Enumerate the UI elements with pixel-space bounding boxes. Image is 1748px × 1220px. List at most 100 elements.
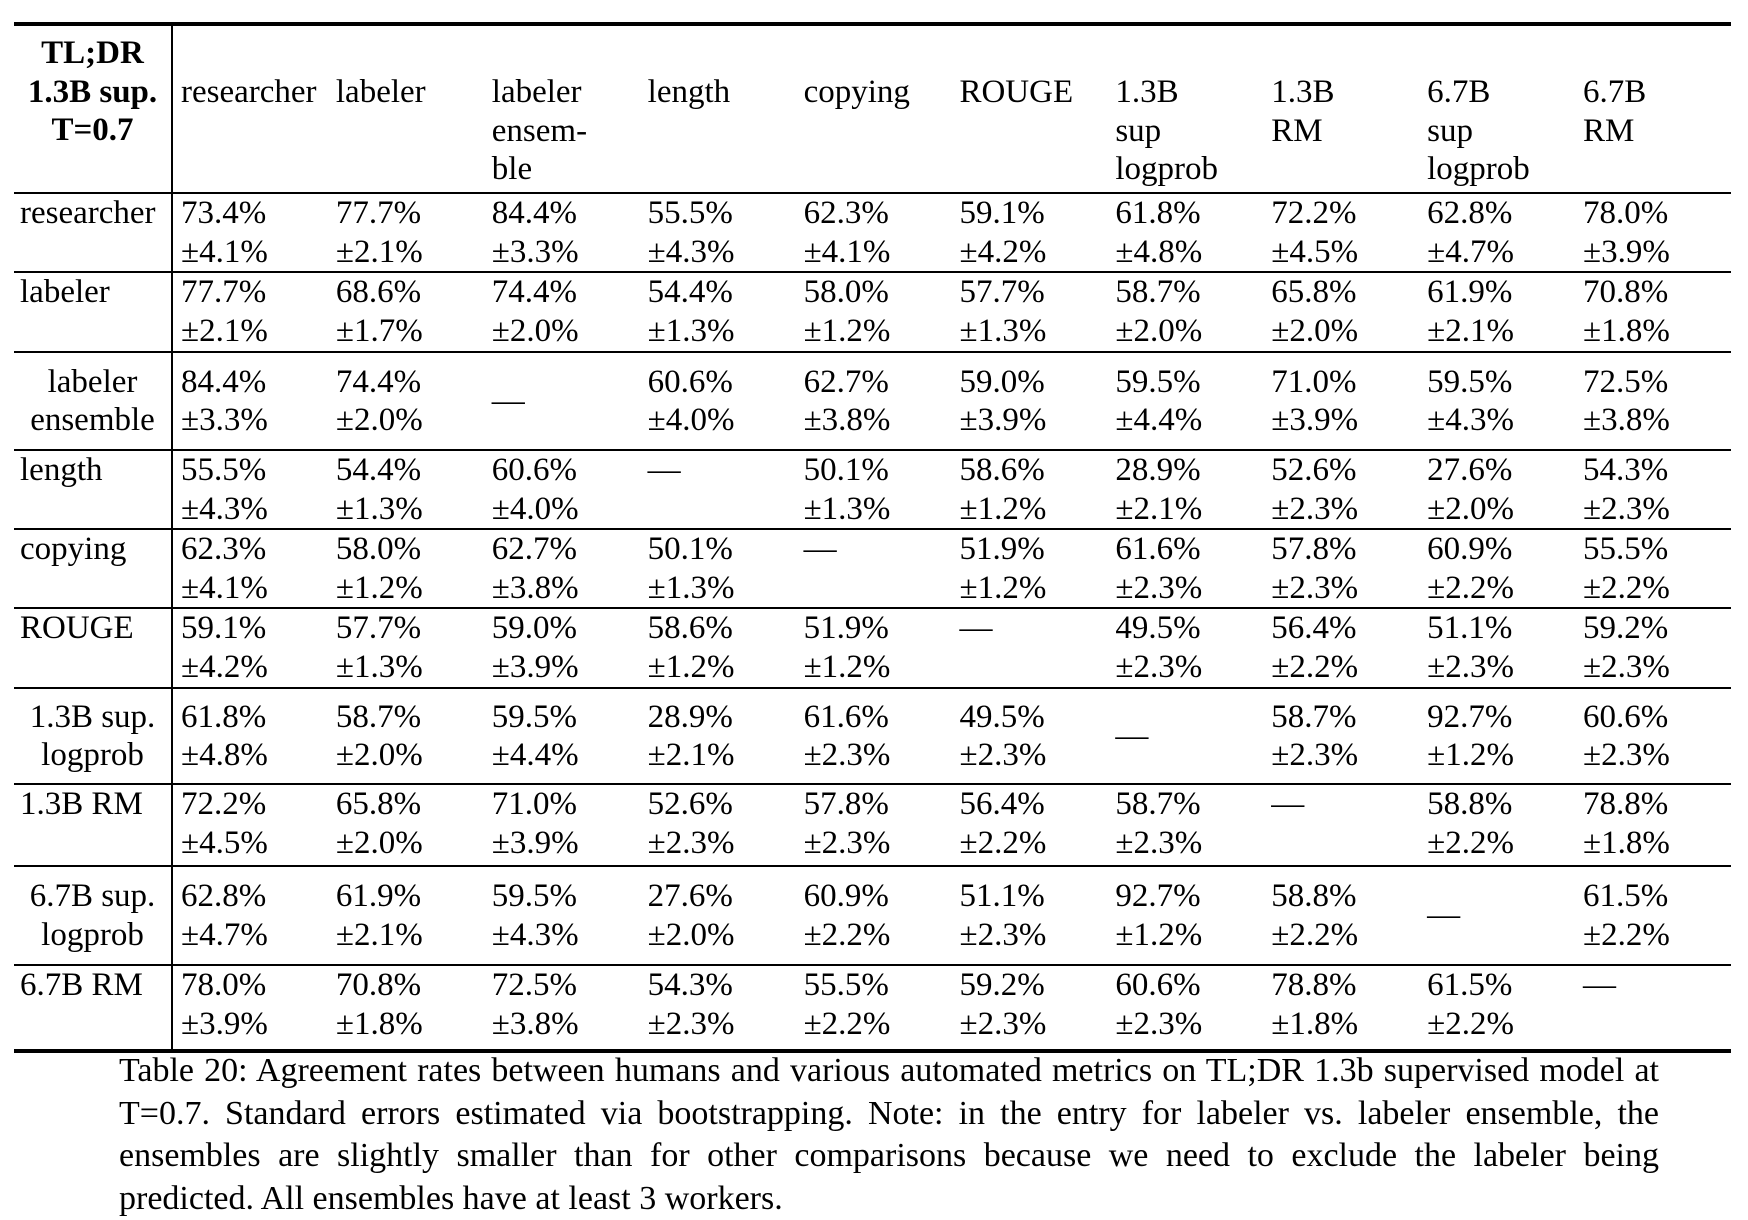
- cell-value: ±3.9%: [1583, 233, 1670, 270]
- agreement-cell: 59.5% ±4.3%: [484, 866, 640, 965]
- cell-value: 56.4%: [1271, 610, 1357, 646]
- cell-value: ±2.3%: [959, 1005, 1047, 1042]
- cell-value: 59.5%: [491, 878, 578, 914]
- agreement-cell: 71.0% ±3.9%: [484, 784, 640, 866]
- cell-value: 92.7%: [1427, 698, 1513, 735]
- row-header-line: researcher: [20, 195, 156, 231]
- cell-value: ±2.3%: [1583, 648, 1670, 685]
- agreement-cell: 61.6% ±2.3%: [1107, 529, 1263, 608]
- cell-value: ±4.0%: [491, 490, 579, 527]
- agreement-cell: 60.6% ±4.0%: [484, 450, 640, 529]
- cell-value: 62.7%: [803, 363, 889, 400]
- cell-value: 60.6%: [1115, 967, 1201, 1003]
- cell-value: ±1.3%: [647, 312, 735, 349]
- cell-value: ±3.3%: [181, 402, 268, 438]
- empty-cell-dash: —: [484, 352, 640, 450]
- cell-value: ±4.5%: [1271, 233, 1359, 270]
- agreement-cell: 62.8% ±4.7%: [1419, 193, 1575, 272]
- cell-value: ±1.7%: [335, 312, 423, 349]
- agreement-cell: 50.1% ±1.3%: [640, 529, 796, 608]
- cell-value: 71.0%: [491, 786, 578, 822]
- agreement-cell: 71.0% ±3.9%: [1263, 352, 1419, 450]
- row-header: copying: [14, 529, 173, 608]
- cell-value: 51.9%: [803, 610, 889, 646]
- cell-value: ±1.2%: [959, 569, 1047, 606]
- table-caption: Table 20: Agreement rates between humans…: [119, 1052, 1659, 1217]
- agreement-cell: 58.0% ±1.2%: [328, 529, 484, 608]
- column-header-line: ble: [491, 151, 533, 187]
- table-row: labeler 77.7% ±2.1% 68.6% ±1.7% 74.4% ±2.0% 54.…: [14, 272, 1731, 352]
- cell-value: ±2.1%: [335, 916, 423, 953]
- agreement-cell: 60.9% ±2.2%: [796, 866, 952, 965]
- agreement-cell: 49.5% ±2.3%: [1107, 608, 1263, 688]
- row-header-line: 6.7B sup.: [29, 878, 156, 914]
- cell-value: ±2.3%: [1271, 737, 1359, 773]
- cell-value: ±4.3%: [181, 490, 268, 527]
- cell-value: 60.9%: [803, 878, 889, 914]
- cell-value: ±1.2%: [959, 490, 1047, 527]
- column-header-line: 6.7B: [1583, 74, 1647, 110]
- cell-value: 59.0%: [491, 610, 578, 646]
- cell-value: ±2.2%: [803, 916, 891, 953]
- agreement-cell: 72.2% ±4.5%: [172, 784, 328, 866]
- cell-value: ±4.5%: [181, 824, 268, 861]
- cell-value: 28.9%: [647, 698, 733, 735]
- row-header-line: labeler: [47, 363, 138, 400]
- row-header: ROUGE: [14, 608, 173, 688]
- column-header: labeler: [328, 24, 484, 193]
- cell-value: 74.4%: [491, 274, 578, 310]
- cell-value: ±4.7%: [1427, 233, 1514, 270]
- column-header-line: ensem-: [491, 112, 588, 149]
- cell-value: 77.7%: [335, 195, 422, 231]
- cell-value: ±3.8%: [491, 569, 579, 606]
- cell-value: 71.0%: [1271, 363, 1357, 400]
- cell-value: 61.5%: [1427, 967, 1513, 1003]
- cell-value: 58.0%: [335, 531, 422, 567]
- cell-value: ±4.2%: [959, 233, 1047, 270]
- agreement-cell: 51.9% ±1.2%: [796, 608, 952, 688]
- cell-value: 84.4%: [491, 195, 578, 231]
- agreement-cell: 54.4% ±1.3%: [640, 272, 796, 352]
- agreement-cell: 70.8% ±1.8%: [328, 965, 484, 1051]
- cell-value: 57.8%: [803, 786, 889, 822]
- cell-value: 59.5%: [1115, 363, 1201, 400]
- cell-value: ±2.3%: [803, 737, 891, 773]
- cell-value: ±3.8%: [1583, 402, 1670, 438]
- agreement-cell: 55.5% ±2.2%: [1575, 529, 1731, 608]
- agreement-cell: 60.6% ±4.0%: [640, 352, 796, 450]
- cell-value: ±2.3%: [1115, 1005, 1203, 1042]
- cell-value: ±2.2%: [959, 824, 1047, 861]
- table-row: 6.7B sup. logprob 62.8% ±4.7% 61.9% ±2.1% 59.5…: [14, 866, 1731, 965]
- agreement-cell: 56.4% ±2.2%: [951, 784, 1107, 866]
- cell-value: ±2.1%: [1115, 490, 1203, 527]
- agreement-cell: 58.6% ±1.2%: [951, 450, 1107, 529]
- agreement-cell: 55.5% ±2.2%: [796, 965, 952, 1051]
- cell-value: 60.6%: [491, 452, 578, 488]
- cell-value: ±2.3%: [1583, 737, 1670, 773]
- row-header-line: logprob: [41, 737, 144, 773]
- row-header: 6.7B sup. logprob: [14, 866, 173, 965]
- agreement-cell: 72.5% ±3.8%: [484, 965, 640, 1051]
- column-header-line: logprob: [1427, 151, 1530, 187]
- cell-value: 51.1%: [1427, 610, 1513, 646]
- agreement-cell: 72.5% ±3.8%: [1575, 352, 1731, 450]
- cell-value: ±2.2%: [1271, 916, 1359, 953]
- cell-value: ±3.9%: [491, 824, 579, 861]
- cell-value: ±3.9%: [491, 648, 579, 685]
- cell-value: 62.8%: [181, 878, 267, 914]
- cell-value: ±3.9%: [181, 1005, 268, 1042]
- cell-value: 55.5%: [647, 195, 733, 231]
- cell-value: ±2.2%: [1427, 569, 1514, 606]
- column-header: 1.3B RM: [1263, 24, 1419, 193]
- row-header-line: ROUGE: [20, 610, 134, 646]
- cell-value: ±2.3%: [1115, 569, 1203, 606]
- row-header-line: labeler: [20, 274, 110, 310]
- cell-value: ±2.1%: [1427, 312, 1514, 349]
- column-header: 6.7B sup logprob: [1419, 24, 1575, 193]
- cell-value: ±2.3%: [1115, 824, 1203, 861]
- agreement-cell: 57.8% ±2.3%: [1263, 529, 1419, 608]
- row-header-line: ensemble: [30, 402, 155, 438]
- table-row: ROUGE 59.1% ±4.2% 57.7% ±1.3% 59.0% ±3.9% 58.6%…: [14, 608, 1731, 688]
- cell-value: 59.2%: [1583, 610, 1669, 646]
- cell-value: 65.8%: [335, 786, 422, 822]
